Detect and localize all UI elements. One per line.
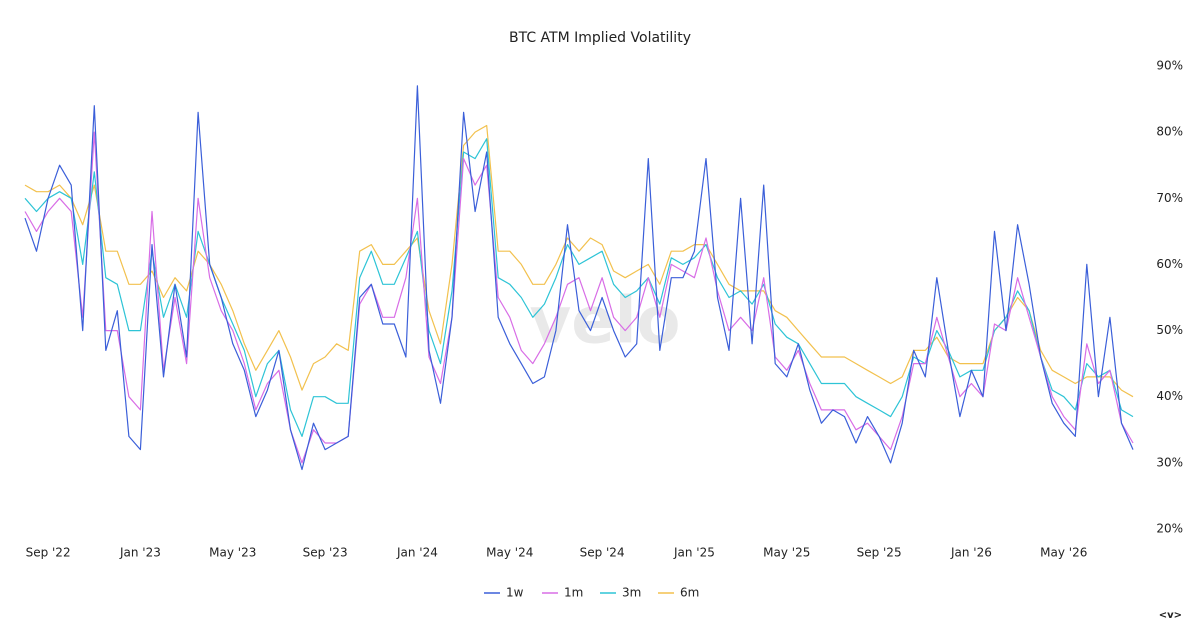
y-tick-label: 60% bbox=[1156, 257, 1183, 271]
legend-label: 6m bbox=[680, 586, 699, 600]
x-tick-label: Sep '25 bbox=[857, 546, 902, 560]
y-tick-label: 50% bbox=[1156, 323, 1183, 337]
x-tick-label: May '24 bbox=[486, 546, 533, 560]
x-tick-label: Jan '23 bbox=[119, 546, 161, 560]
y-tick-label: 40% bbox=[1156, 389, 1183, 403]
legend-label: 1w bbox=[506, 586, 524, 600]
y-tick-label: 20% bbox=[1156, 522, 1183, 536]
x-tick-label: Sep '24 bbox=[580, 546, 625, 560]
x-tick-label: May '25 bbox=[763, 546, 810, 560]
x-tick-label: Jan '26 bbox=[950, 546, 992, 560]
x-tick-label: Jan '25 bbox=[673, 546, 715, 560]
x-tick-label: May '23 bbox=[209, 546, 256, 560]
legend-label: 1m bbox=[564, 586, 583, 600]
x-tick-label: Sep '22 bbox=[26, 546, 71, 560]
line-series bbox=[24, 131, 1134, 464]
line-series bbox=[24, 85, 1134, 471]
chart-title: BTC ATM Implied Volatility bbox=[509, 30, 691, 46]
x-tick-label: Jan '24 bbox=[396, 546, 438, 560]
y-tick-label: 70% bbox=[1156, 191, 1183, 205]
y-tick-label: 80% bbox=[1156, 125, 1183, 139]
x-tick-label: May '26 bbox=[1040, 546, 1087, 560]
footer-mark: <v> bbox=[1159, 610, 1182, 621]
x-tick-label: Sep '23 bbox=[303, 546, 348, 560]
y-tick-label: 90% bbox=[1156, 59, 1183, 73]
legend-label: 3m bbox=[622, 586, 641, 600]
y-tick-label: 30% bbox=[1156, 455, 1183, 469]
